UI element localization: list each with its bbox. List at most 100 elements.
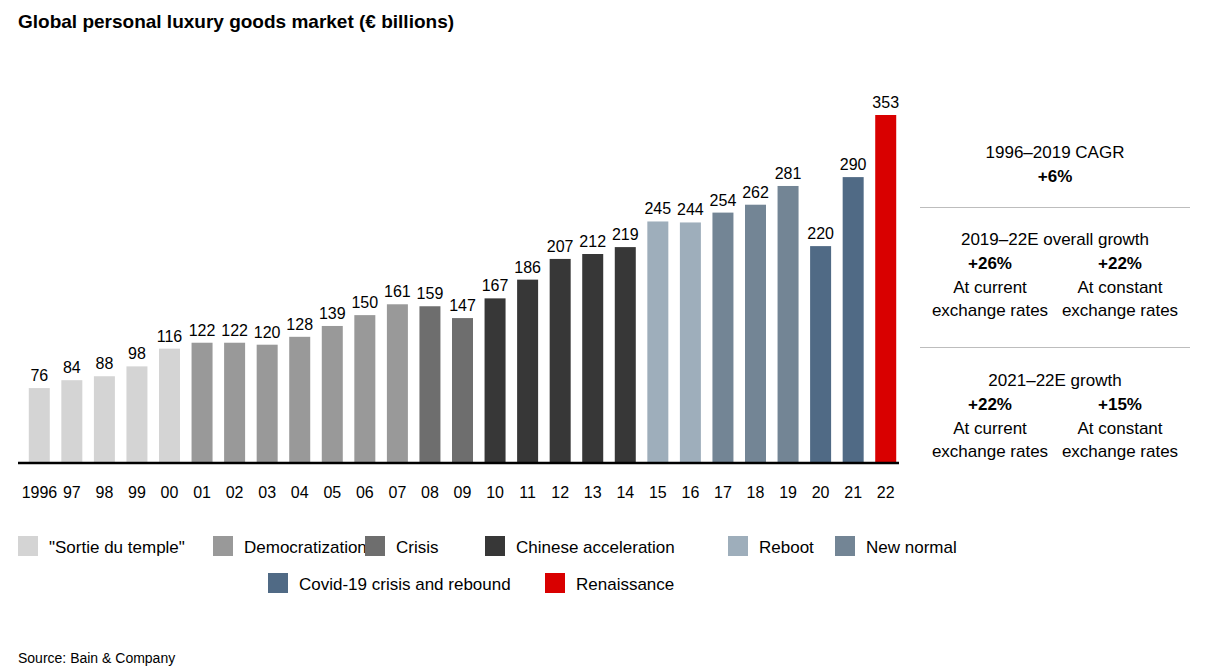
data-label: 147 bbox=[449, 297, 476, 314]
x-tick-label: 22 bbox=[877, 484, 895, 501]
annotation-value: +6% bbox=[985, 165, 1125, 188]
data-label: 128 bbox=[286, 316, 313, 333]
source: Source: Bain & Company bbox=[18, 650, 175, 666]
x-tick-label: 97 bbox=[63, 484, 81, 501]
bar bbox=[29, 388, 50, 463]
x-tick-label: 20 bbox=[812, 484, 830, 501]
legend-swatch bbox=[18, 536, 38, 556]
bar bbox=[647, 221, 668, 463]
data-label: 150 bbox=[351, 294, 378, 311]
chart: Global personal luxury goods market (€ b… bbox=[0, 0, 1210, 670]
bars bbox=[29, 115, 896, 463]
data-label: 186 bbox=[514, 259, 541, 276]
annotation-value: +15% bbox=[1050, 393, 1190, 416]
bar bbox=[159, 349, 180, 463]
x-tick-label: 10 bbox=[486, 484, 504, 501]
legend-swatch bbox=[728, 536, 748, 556]
legend: "Sortie du temple" Democratization Crisis C… bbox=[18, 536, 957, 594]
x-tick-label: 19 bbox=[779, 484, 797, 501]
data-label: 161 bbox=[384, 283, 411, 300]
bar bbox=[810, 246, 831, 463]
annotation-label: At constant exchange rates bbox=[1050, 276, 1190, 322]
x-tick-label: 98 bbox=[95, 484, 113, 501]
data-label: 98 bbox=[128, 345, 146, 362]
bar bbox=[387, 304, 408, 463]
bar bbox=[745, 205, 766, 463]
bar bbox=[289, 337, 310, 463]
bar bbox=[517, 280, 538, 463]
data-label: 84 bbox=[63, 359, 81, 376]
title: Global personal luxury goods market (€ b… bbox=[18, 11, 454, 32]
annotation-label: At current exchange rates bbox=[920, 417, 1060, 463]
x-tick-label: 09 bbox=[454, 484, 472, 501]
bar bbox=[680, 222, 701, 463]
legend-swatch bbox=[268, 573, 288, 593]
data-label: 122 bbox=[189, 322, 216, 339]
data-label: 88 bbox=[95, 355, 113, 372]
legend-swatch bbox=[365, 536, 385, 556]
annotation-title: 1996–2019 CAGR bbox=[920, 141, 1190, 164]
data-label: 262 bbox=[742, 184, 769, 201]
data-label: 245 bbox=[644, 200, 671, 217]
annotation-value: +22% bbox=[920, 393, 1060, 416]
separator bbox=[920, 347, 1190, 348]
legend-label: Covid-19 crisis and rebound bbox=[299, 575, 511, 594]
x-tick-label: 15 bbox=[649, 484, 667, 501]
legend-label: Reboot bbox=[759, 538, 814, 557]
data-label: 219 bbox=[612, 226, 639, 243]
legend-label: Chinese acceleration bbox=[516, 538, 675, 557]
bar bbox=[224, 343, 245, 463]
bar bbox=[322, 326, 343, 463]
data-label: 120 bbox=[254, 324, 281, 341]
annotation-title: 2021–22E growth bbox=[920, 369, 1190, 392]
x-tick-label: 01 bbox=[193, 484, 211, 501]
data-label: 122 bbox=[221, 322, 248, 339]
x-tick-label: 21 bbox=[844, 484, 862, 501]
x-tick-label: 11 bbox=[519, 484, 536, 501]
bar bbox=[354, 315, 375, 463]
x-tick-label: 06 bbox=[356, 484, 374, 501]
data-label: 159 bbox=[417, 285, 444, 302]
data-label: 207 bbox=[547, 238, 574, 255]
data-label: 281 bbox=[775, 165, 802, 182]
bar bbox=[843, 177, 864, 463]
x-tick-label: 03 bbox=[258, 484, 276, 501]
bar bbox=[61, 380, 82, 463]
separator bbox=[920, 207, 1190, 208]
bar bbox=[452, 318, 473, 463]
data-label: 254 bbox=[710, 192, 737, 209]
annotation-value: +22% bbox=[1050, 252, 1190, 275]
annotation-title: 2019–22E overall growth bbox=[920, 228, 1190, 251]
legend-swatch bbox=[835, 536, 855, 556]
x-tick-label: 02 bbox=[226, 484, 244, 501]
bar bbox=[485, 298, 506, 463]
bar bbox=[778, 186, 799, 463]
data-label: 353 bbox=[872, 94, 899, 111]
data-label: 76 bbox=[30, 367, 48, 384]
x-tick-label: 13 bbox=[584, 484, 602, 501]
x-tick-label: 12 bbox=[551, 484, 569, 501]
data-label: 244 bbox=[677, 201, 704, 218]
bar bbox=[419, 306, 440, 463]
legend-label: "Sortie du temple" bbox=[49, 538, 185, 557]
data-label: 139 bbox=[319, 305, 346, 322]
legend-swatch bbox=[485, 536, 505, 556]
x-tick-label: 05 bbox=[323, 484, 341, 501]
bar bbox=[94, 376, 115, 463]
annotation-label: At current exchange rates bbox=[920, 276, 1060, 322]
bar bbox=[126, 366, 147, 463]
legend-label: Crisis bbox=[396, 538, 439, 557]
legend-label: Democratization bbox=[244, 538, 367, 557]
data-label: 116 bbox=[157, 328, 183, 345]
data-label: 212 bbox=[579, 233, 606, 250]
legend-swatch bbox=[213, 536, 233, 556]
x-tick-label: 18 bbox=[747, 484, 765, 501]
bar bbox=[192, 343, 213, 463]
annotation-value: +26% bbox=[920, 252, 1060, 275]
bar bbox=[615, 247, 636, 463]
legend-label: Renaissance bbox=[576, 575, 674, 594]
x-tick-label: 14 bbox=[616, 484, 634, 501]
bar bbox=[582, 254, 603, 463]
bar bbox=[550, 259, 571, 463]
x-axis-line bbox=[18, 462, 899, 465]
